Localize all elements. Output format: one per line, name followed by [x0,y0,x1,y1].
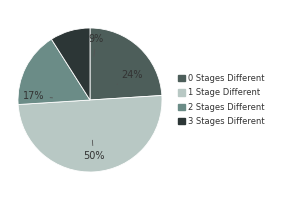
Text: 24%: 24% [117,70,142,84]
Wedge shape [18,39,90,105]
Text: 50%: 50% [83,140,104,161]
Text: 9%: 9% [88,34,103,56]
Legend: 0 Stages Different, 1 Stage Different, 2 Stages Different, 3 Stages Different: 0 Stages Different, 1 Stage Different, 2… [178,74,265,126]
Text: 17%: 17% [23,91,52,101]
Wedge shape [90,28,162,100]
Wedge shape [18,95,162,172]
Wedge shape [51,28,90,100]
